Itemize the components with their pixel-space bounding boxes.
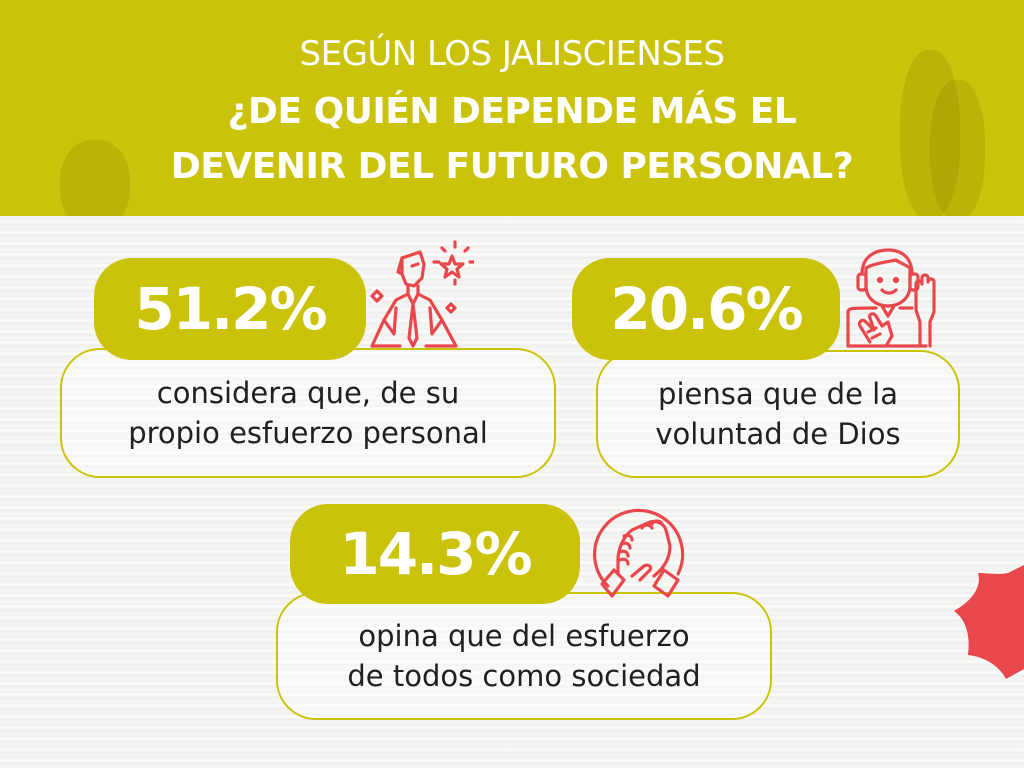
stat-description-line: voluntad de Dios bbox=[655, 417, 901, 451]
header-question-line2: DEVENIR DEL FUTURO PERSONAL? bbox=[170, 146, 854, 187]
handshake-grip-icon bbox=[584, 506, 696, 610]
stat-description-box: piensa que de la voluntad de Dios bbox=[596, 350, 960, 478]
stat-description-line: considera que, de su bbox=[156, 376, 460, 410]
background-figure bbox=[930, 80, 985, 216]
stat-percent-badge: 20.6% bbox=[572, 258, 840, 360]
stat-description-line: propio esfuerzo personal bbox=[128, 416, 488, 450]
stat-description-line: opina que del esfuerzo bbox=[358, 619, 690, 653]
background-figure bbox=[900, 50, 960, 216]
person-raising-hand-icon bbox=[846, 246, 944, 354]
stat-percent-badge: 51.2% bbox=[94, 258, 366, 360]
background-figure bbox=[60, 140, 130, 216]
stat-percent-badge: 14.3% bbox=[290, 504, 580, 604]
header-subtitle: SEGÚN LOS JALISCIENSES bbox=[299, 34, 726, 74]
stat-description-box: opina que del esfuerzo de todos como soc… bbox=[276, 592, 772, 720]
header-banner: SEGÚN LOS JALISCIENSES ¿DE QUIÉN DEPENDE… bbox=[0, 0, 1024, 216]
stat-description-box: considera que, de su propio esfuerzo per… bbox=[60, 348, 556, 478]
header-question-line1: ¿DE QUIÉN DEPENDE MÁS EL bbox=[227, 91, 797, 132]
confident-businessman-icon bbox=[362, 238, 474, 354]
stat-description-line: piensa que de la bbox=[658, 377, 898, 411]
stat-description-line: de todos como sociedad bbox=[347, 659, 701, 693]
decorative-splat-shape bbox=[948, 565, 1024, 699]
